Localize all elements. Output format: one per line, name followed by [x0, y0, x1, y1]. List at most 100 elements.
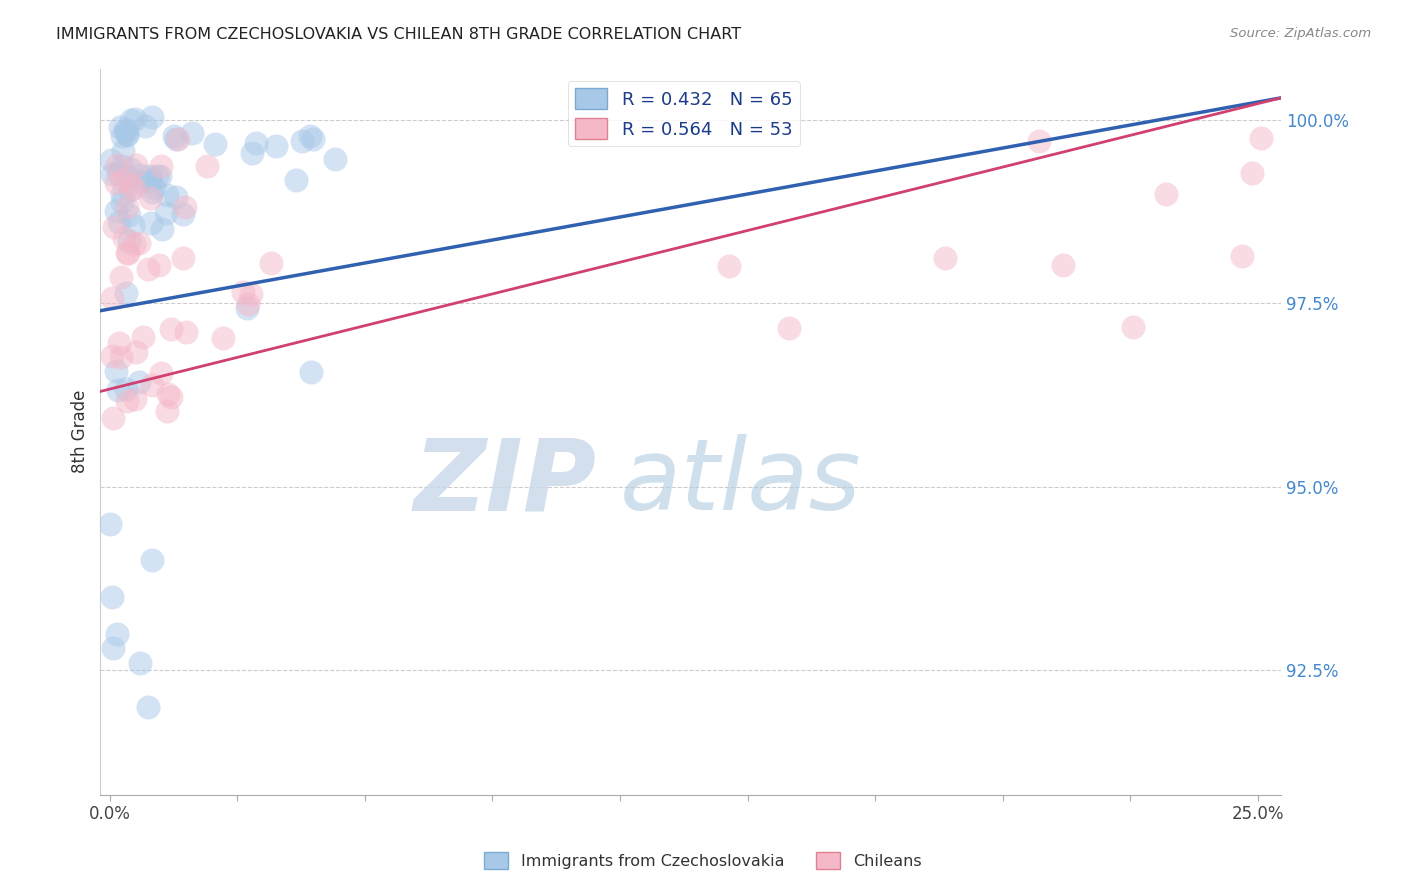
Text: ZIP: ZIP	[413, 434, 596, 531]
Point	[100, 167, 122, 181]
Point	[143, 181, 166, 195]
Point	[167, 132, 190, 146]
Text: Source: ZipAtlas.com: Source: ZipAtlas.com	[1230, 27, 1371, 40]
Point	[1241, 166, 1264, 180]
Point	[172, 251, 194, 265]
Point	[145, 169, 167, 183]
Point	[141, 553, 163, 567]
Point	[100, 153, 122, 167]
Text: atlas: atlas	[620, 434, 862, 531]
Point	[141, 378, 163, 392]
Point	[160, 322, 183, 336]
Point	[100, 590, 122, 604]
Point	[105, 158, 128, 172]
Point	[117, 394, 139, 409]
Point	[125, 158, 148, 172]
Point	[128, 376, 150, 390]
Point	[129, 656, 152, 670]
Point	[104, 203, 127, 218]
Point	[101, 291, 124, 305]
Point	[122, 181, 145, 195]
Point	[717, 259, 740, 273]
Point	[104, 176, 127, 190]
Point	[110, 270, 132, 285]
Point	[118, 183, 141, 197]
Point	[101, 410, 124, 425]
Point	[115, 124, 138, 138]
Point	[117, 128, 139, 142]
Point	[284, 173, 307, 187]
Point	[232, 285, 254, 300]
Point	[245, 136, 267, 150]
Point	[1052, 258, 1074, 272]
Point	[131, 330, 153, 344]
Point	[117, 245, 139, 260]
Point	[122, 218, 145, 232]
Point	[105, 626, 128, 640]
Point	[120, 112, 142, 127]
Point	[141, 185, 163, 199]
Point	[1230, 249, 1253, 263]
Point	[107, 166, 129, 180]
Point	[239, 286, 262, 301]
Point	[110, 195, 132, 210]
Point	[114, 123, 136, 137]
Point	[139, 169, 162, 183]
Point	[124, 112, 146, 126]
Point	[323, 152, 346, 166]
Point	[108, 120, 131, 135]
Point	[115, 382, 138, 396]
Point	[149, 169, 172, 183]
Point	[173, 200, 195, 214]
Point	[117, 200, 139, 214]
Point	[141, 110, 163, 124]
Point	[118, 208, 141, 222]
Point	[115, 246, 138, 260]
Point	[156, 404, 179, 418]
Point	[129, 168, 152, 182]
Point	[136, 700, 159, 714]
Point	[111, 160, 134, 174]
Point	[264, 138, 287, 153]
Point	[117, 170, 139, 185]
Point	[150, 366, 173, 380]
Point	[155, 205, 177, 219]
Point	[115, 127, 138, 141]
Point	[103, 641, 125, 656]
Point	[103, 220, 125, 235]
Point	[112, 231, 135, 245]
Point	[236, 301, 259, 315]
Point	[115, 285, 138, 300]
Point	[148, 258, 170, 272]
Point	[139, 190, 162, 204]
Point	[778, 321, 800, 335]
Point	[150, 222, 173, 236]
Point	[155, 187, 177, 202]
Point	[128, 236, 150, 251]
Point	[129, 174, 152, 188]
Y-axis label: 8th Grade: 8th Grade	[72, 390, 89, 474]
Point	[107, 383, 129, 397]
Point	[111, 144, 134, 158]
Point	[1122, 319, 1144, 334]
Point	[181, 126, 204, 140]
Legend: Immigrants from Czechoslovakia, Chileans: Immigrants from Czechoslovakia, Chileans	[478, 846, 928, 875]
Point	[117, 234, 139, 248]
Point	[160, 390, 183, 404]
Point	[1154, 186, 1177, 201]
Point	[111, 172, 134, 186]
Point	[301, 132, 323, 146]
Text: IMMIGRANTS FROM CZECHOSLOVAKIA VS CHILEAN 8TH GRADE CORRELATION CHART: IMMIGRANTS FROM CZECHOSLOVAKIA VS CHILEA…	[56, 27, 741, 42]
Point	[124, 392, 146, 406]
Point	[165, 190, 187, 204]
Point	[1250, 130, 1272, 145]
Point	[299, 365, 322, 379]
Point	[1028, 134, 1050, 148]
Point	[136, 261, 159, 276]
Point	[149, 159, 172, 173]
Point	[141, 217, 163, 231]
Point	[101, 349, 124, 363]
Point	[134, 119, 156, 133]
Point	[163, 128, 186, 143]
Point	[172, 207, 194, 221]
